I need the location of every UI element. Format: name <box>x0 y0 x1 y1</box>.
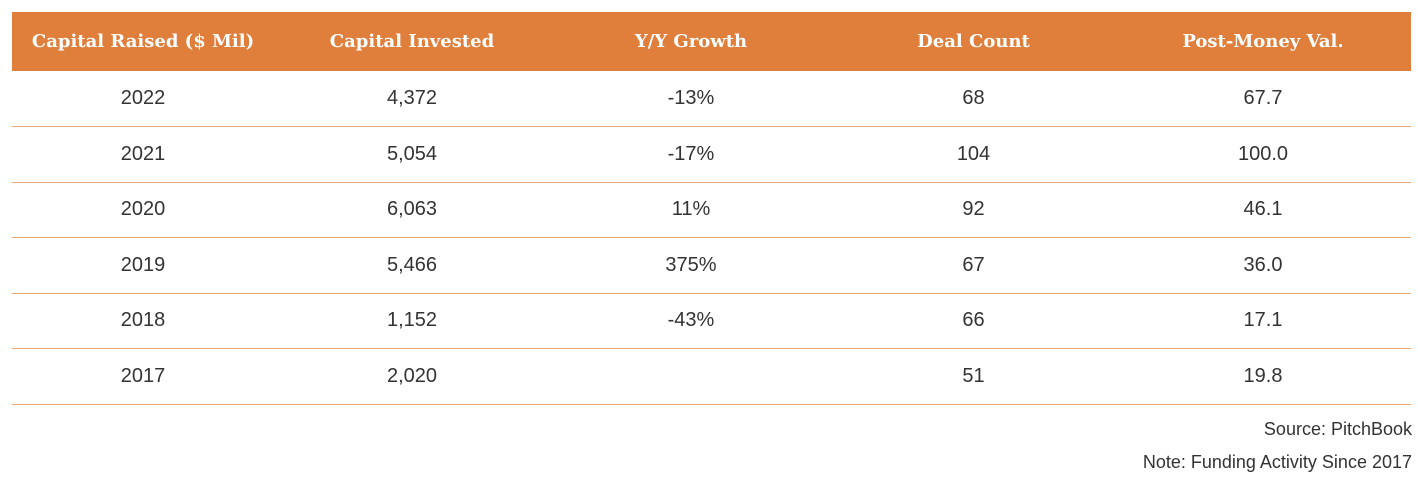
footnotes: Source: PitchBook Note: Funding Activity… <box>1143 413 1412 479</box>
table-cell-post-money-val: 100.0 <box>1115 126 1411 183</box>
table-cell-capital-invested: 5,054 <box>274 126 550 183</box>
table-cell-post-money-val: 19.8 <box>1115 348 1411 405</box>
funding-note: Note: Funding Activity Since 2017 <box>1142 452 1412 472</box>
table-cell-deal-count: 92 <box>832 182 1115 238</box>
table-cell-year: 2021 <box>12 126 274 183</box>
table-row: 2022 4,372 -13% 68 67.7 <box>12 71 1411 127</box>
table-row: 2020 6,063 11% 92 46.1 <box>12 182 1411 238</box>
table-cell-yy-growth <box>550 348 832 405</box>
table-cell-yy-growth: 375% <box>550 237 832 294</box>
table-cell-capital-invested: 2,020 <box>274 348 550 405</box>
funding-table: Capital Raised ($ Mil) Capital Invested … <box>12 12 1411 405</box>
funding-table-container: Capital Raised ($ Mil) Capital Invested … <box>12 12 1411 405</box>
table-row: 2017 2,020 51 19.8 <box>12 348 1411 405</box>
column-header-capital-raised: Capital Raised ($ Mil) <box>31 31 255 52</box>
table-cell-post-money-val: 46.1 <box>1115 182 1411 238</box>
table-cell-capital-invested: 5,466 <box>274 237 550 294</box>
table-cell-post-money-val: 17.1 <box>1115 293 1411 349</box>
source-note: Source: PitchBook <box>1263 419 1412 439</box>
table-cell-yy-growth: 11% <box>550 182 832 238</box>
table-cell-capital-invested: 4,372 <box>274 71 550 127</box>
table-cell-year: 2018 <box>12 293 274 349</box>
table-cell-post-money-val: 67.7 <box>1115 71 1411 127</box>
column-header-capital-invested: Capital Invested <box>329 31 495 52</box>
column-header-deal-count: Deal Count <box>917 31 1030 52</box>
table-row: 2019 5,466 375% 67 36.0 <box>12 237 1411 294</box>
table-cell-capital-invested: 6,063 <box>274 182 550 238</box>
table-cell-deal-count: 68 <box>832 71 1115 127</box>
table-body: 2022 4,372 -13% 68 67.7 2021 5,054 -17% … <box>12 71 1411 405</box>
header-row: Capital Raised ($ Mil) Capital Invested … <box>12 12 1411 71</box>
table-cell-yy-growth: -43% <box>550 293 832 349</box>
table-cell-yy-growth: -13% <box>550 71 832 127</box>
table-row: 2018 1,152 -43% 66 17.1 <box>12 293 1411 349</box>
table-cell-year: 2022 <box>12 71 274 127</box>
table-cell-post-money-val: 36.0 <box>1115 237 1411 294</box>
table-header: Capital Raised ($ Mil) Capital Invested … <box>12 12 1411 71</box>
table-cell-deal-count: 67 <box>832 237 1115 294</box>
table-cell-deal-count: 66 <box>832 293 1115 349</box>
table-cell-year: 2019 <box>12 237 274 294</box>
column-header-yy-growth: Y/Y Growth <box>634 31 748 52</box>
table-cell-year: 2020 <box>12 182 274 238</box>
table-cell-yy-growth: -17% <box>550 126 832 183</box>
table-cell-year: 2017 <box>12 348 274 405</box>
table-row: 2021 5,054 -17% 104 100.0 <box>12 126 1411 183</box>
table-cell-deal-count: 51 <box>832 348 1115 405</box>
table-cell-deal-count: 104 <box>832 126 1115 183</box>
column-header-post-money-val: Post-Money Val. <box>1182 31 1344 52</box>
table-cell-capital-invested: 1,152 <box>274 293 550 349</box>
